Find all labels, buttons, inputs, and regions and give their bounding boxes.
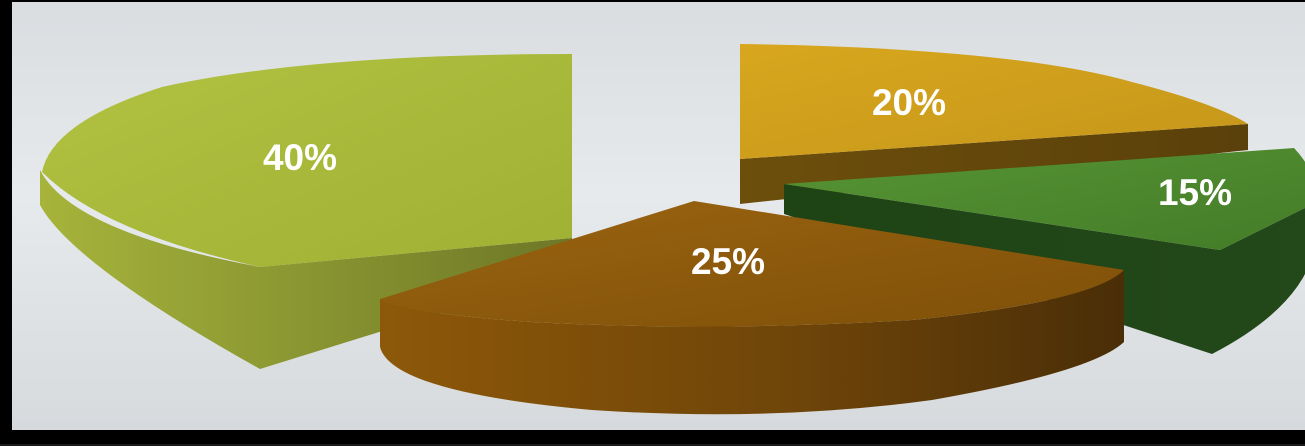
pie-slice-40 [40,54,572,369]
slice-label-40: 40% [263,137,337,178]
slice-40-side [40,170,572,369]
slice-40-top [42,54,572,267]
slice-label-25: 25% [691,241,765,282]
pie-slice-25 [380,201,1124,415]
slice-20-top [740,44,1248,159]
slice-label-15: 15% [1158,172,1232,213]
slice-25-side [380,270,1124,415]
pie-chart: 40% 20% 15% 25% [40,44,1305,415]
slice-label-20: 20% [872,82,946,123]
slice-25-top [380,201,1124,327]
slice-15-top [784,148,1305,250]
